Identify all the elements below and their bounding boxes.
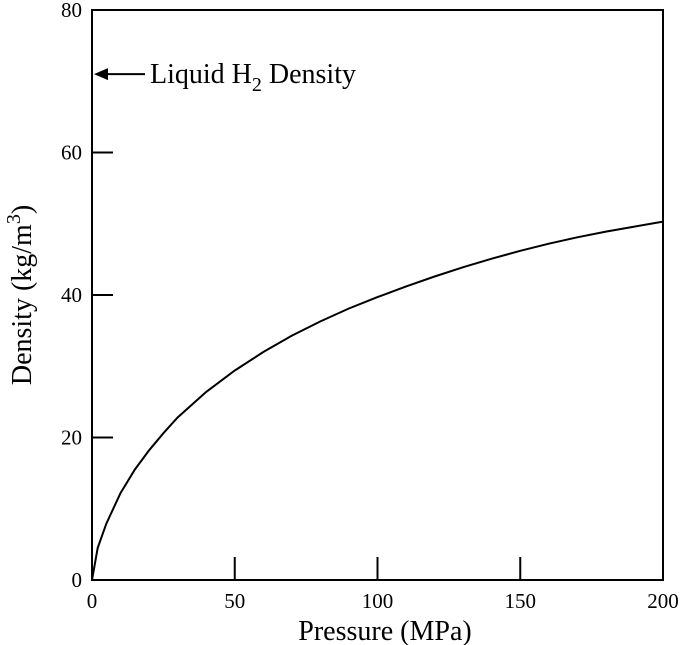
x-tick-label: 50 [224,589,245,613]
annotation-text: Liquid H2 Density [150,59,356,96]
x-tick-label: 150 [505,589,537,613]
y-axis-title: Density (kg/m3) [3,205,38,385]
density-curve [91,220,664,581]
y-tick-label: 20 [61,426,82,450]
y-tick-label: 60 [61,141,82,165]
annotation-text-before: Liquid H [150,59,252,90]
y-tick-label: 0 [72,568,83,592]
liquid-h2-annotation: Liquid H2 Density [94,59,356,96]
x-tick-label: 0 [87,589,98,613]
x-axis-ticks: 0 50 100 150 200 [87,557,679,613]
plot-frame [91,9,664,581]
annotation-arrow-head [94,68,108,81]
x-axis-title: Pressure (MPa) [298,616,471,645]
y-tick-label: 40 [61,283,82,307]
y-axis-title-sup: 3 [3,214,25,224]
x-tick-label: 100 [362,589,394,613]
y-tick-label: 80 [61,0,82,22]
x-tick-label: 200 [647,589,679,613]
y-axis-title-main: Density (kg/m [7,224,38,385]
y-axis-ticks: 0 20 40 60 80 [61,0,113,592]
annotation-subscript: 2 [252,74,262,96]
annotation-text-after: Density [262,59,356,90]
y-axis-title-close: ) [7,205,38,214]
